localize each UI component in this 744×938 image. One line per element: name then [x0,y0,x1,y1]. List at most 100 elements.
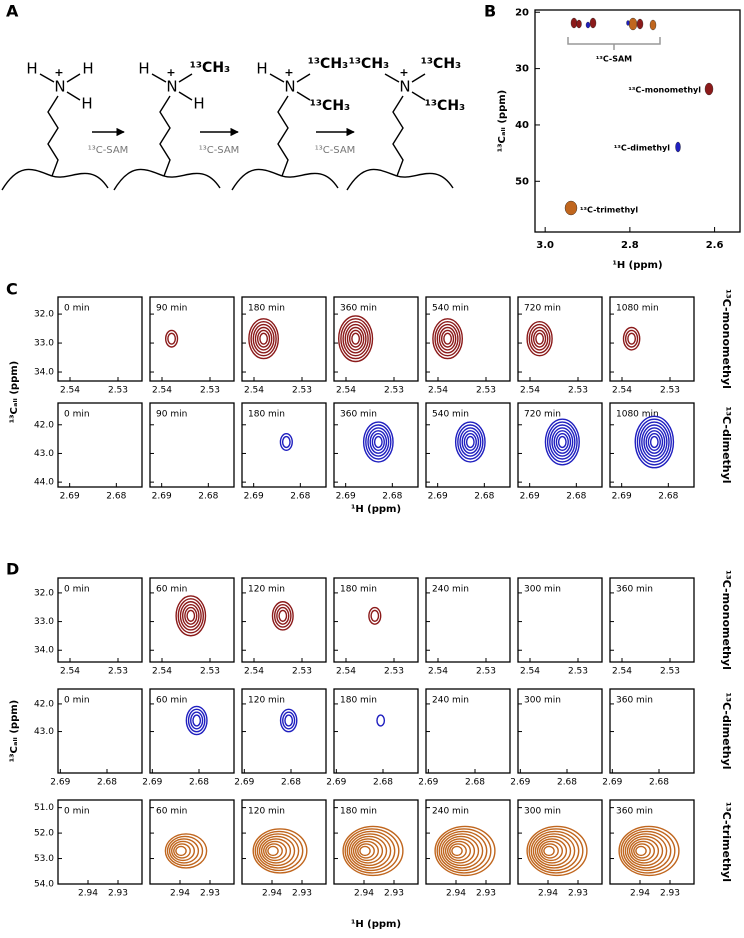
y-tick-label: 34.0 [34,368,54,378]
x-axis-title: ¹H (ppm) [351,919,401,930]
time-label: 180 min [340,585,377,595]
x-tick-label: 2.69 [336,492,356,502]
contour [454,421,486,463]
contour [165,329,179,348]
x-tick-label: 2.53 [476,386,496,396]
contour [340,318,371,360]
contour [534,835,572,867]
row-label: ¹³C-trimethyl [720,802,733,882]
contour [254,326,273,351]
x-tick-label: 2.54 [244,667,264,677]
contour [526,321,553,357]
plot-frame [333,296,419,382]
x-tick-label: 2.69 [612,492,632,502]
contour [620,828,676,874]
contour [526,825,588,877]
x-tick-label: 2.69 [244,492,264,502]
peak [585,21,591,29]
contour [348,833,392,869]
x-tick-label: 2.68 [566,492,586,502]
bond [66,91,81,101]
contour [633,843,651,859]
x-tick-label: 2.68 [281,778,301,788]
time-label: 300 min [524,696,561,706]
panel-label: B [484,2,496,21]
y-axis-title: ¹³Cₐₗᵢ (ppm) [9,361,20,423]
x-tick-label: 2.68 [106,492,126,502]
contour [179,601,202,631]
plot-frame [57,402,143,488]
time-label: 60 min [156,585,187,595]
methyl: ¹³CH₃ [425,98,465,114]
plot-frame [333,799,419,885]
contour [181,603,200,628]
x-tick-label: 2.93 [568,889,588,899]
annotation: ¹³C-monomethyl [628,86,701,95]
plot-frame [57,688,143,774]
x-tick-label: 2.69 [510,778,530,788]
contour [346,830,396,872]
plot-frame [425,799,511,885]
contour [438,830,488,872]
y-tick-label: 50 [515,176,529,187]
plot-frame [609,402,695,488]
time-label: 180 min [340,696,377,706]
peak [589,17,597,29]
contour [530,830,580,872]
plot-frame [149,688,235,774]
time-label: 360 min [616,696,653,706]
contour [465,435,475,449]
plot-frame [333,402,419,488]
contour [175,595,207,637]
y-tick-label: 34.0 [34,646,54,656]
plot-frame [425,402,511,488]
contour [434,825,496,877]
x-tick-label: 2.68 [658,492,678,502]
time-label: 360 min [340,304,377,314]
contour [553,430,572,454]
time-label: 300 min [524,807,561,817]
contour [248,318,280,360]
plot-frame [333,688,419,774]
y-tick-label: 42.0 [34,699,54,709]
backbone [1,168,109,191]
y-axis-title: ¹³Cₐₗᵢ (ppm) [9,700,20,762]
contour [175,845,187,857]
bond [296,91,311,101]
methyl: ¹³CH₃ [310,98,350,114]
x-tick-label: 2.53 [292,667,312,677]
contour [184,606,198,625]
contour [260,838,292,864]
contour [355,840,380,862]
x-tick-label: 2.53 [108,386,128,396]
plot-frame [609,577,695,663]
contour [645,430,664,454]
time-label: 180 min [248,304,285,314]
y-tick-label: 53.0 [34,854,54,864]
annotation: ¹³C-dimethyl [614,144,670,153]
contour [250,321,277,357]
x-tick-label: 2.69 [602,778,622,788]
contour [532,329,547,348]
time-label: 0 min [64,585,90,595]
contour [344,828,400,874]
y-tick-label: 52.0 [34,829,54,839]
x-tick-label: 2.53 [108,667,128,677]
x-tick-label: 2.69 [520,492,540,502]
x-tick-label: 2.68 [465,778,485,788]
y-tick-label: 54.0 [34,880,54,890]
contour [622,326,641,351]
x-tick-label: 2.8 [621,240,639,251]
y-tick-label: 33.0 [34,617,54,627]
charge: + [399,66,408,79]
hsqc-overview: 3.0 2.8 2.6 20 30 40 50 ¹H (ppm) ¹³Cₐₗᵢ (ppm) ¹³C… [497,7,741,271]
time-label: 0 min [64,807,90,817]
x-tick-label: 2.54 [612,386,632,396]
plot-frame [57,799,143,885]
x-tick-label: 2.54 [336,667,356,677]
contour [252,323,275,354]
contour [265,843,283,859]
contour [461,430,480,454]
time-label: 360 min [616,585,653,595]
